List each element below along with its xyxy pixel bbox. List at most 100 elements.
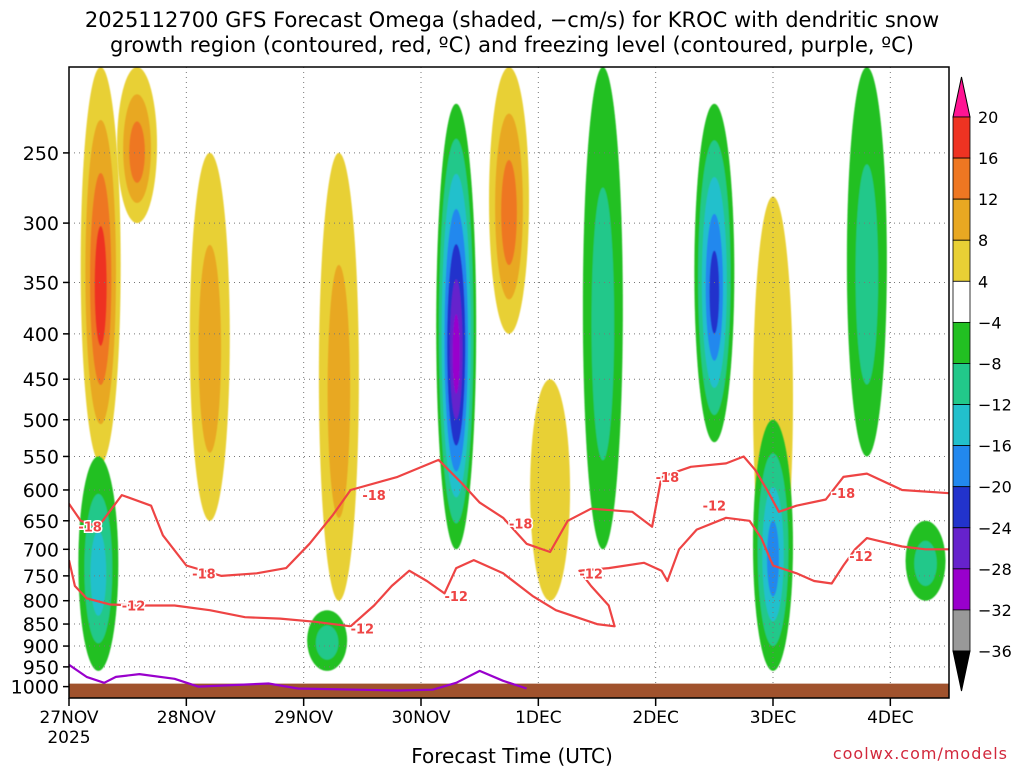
omega-level-4 <box>530 379 571 601</box>
omega-feature <box>753 419 793 671</box>
omega-level-8 <box>327 264 351 518</box>
y-tick-label: 650 <box>23 511 59 533</box>
omega-feature <box>78 456 119 671</box>
colorbar-label: −12 <box>978 396 1012 415</box>
y-tick-label: 600 <box>23 480 59 502</box>
omega-feature <box>530 379 571 601</box>
y-tick-label: 950 <box>23 657 59 679</box>
contours: -18 -18 -12 -12 -18 -12 -18 -12 -18 -12 -18 -12 <box>69 455 949 692</box>
contour-label: -12 <box>351 623 375 638</box>
y-tick-label: 900 <box>23 636 59 658</box>
contour-label: -18 <box>832 487 856 502</box>
contour-label: -12 <box>849 550 873 565</box>
omega-feature <box>489 67 529 334</box>
dgz-contour-minus18 <box>69 455 949 577</box>
colorbar-swatch <box>952 280 971 323</box>
colorbar-label: 4 <box>978 272 988 291</box>
dgz-contour-minus12 <box>69 516 949 628</box>
colorbar-swatch <box>952 363 971 405</box>
omega-feature <box>307 610 348 671</box>
colorbar-swatch <box>952 198 971 241</box>
omega-feature <box>905 520 946 601</box>
x-tick-label: 27NOV <box>39 708 98 728</box>
omega-level-16 <box>766 520 780 597</box>
omega-level-8 <box>315 625 339 660</box>
colorbar-swatch <box>952 239 971 282</box>
x-tick-year-label: 2025 <box>47 728 90 748</box>
y-tick-label: 800 <box>23 591 59 613</box>
credit-link[interactable]: coolwx.com/models <box>832 744 1008 763</box>
omega-level-16 <box>94 226 107 346</box>
x-tick-label: 1DEC <box>515 708 562 728</box>
colorbar-label: −16 <box>978 437 1012 456</box>
x-tick-label: 2DEC <box>632 708 679 728</box>
colorbar-bottom-arrow <box>952 650 971 692</box>
colorbar-label: −32 <box>978 601 1012 620</box>
contour-label: -18 <box>192 567 216 582</box>
y-tick-label: 500 <box>23 410 59 432</box>
x-tick-label: 30NOV <box>391 708 450 728</box>
colorbar-swatch <box>952 527 971 570</box>
omega-feature <box>582 67 623 550</box>
omega-level-12 <box>501 159 517 266</box>
omega-level-12 <box>90 531 107 616</box>
colorbar-swatch <box>952 404 971 447</box>
contour-label: -12 <box>703 500 727 515</box>
plot-area: -18 -18 -12 -12 -18 -12 -18 -12 -18 -12 -18 -12 <box>68 66 950 699</box>
omega-level-8 <box>855 164 879 385</box>
omega-level-12 <box>129 121 145 183</box>
chart-title-line-1: 2025112700 GFS Forecast Omega (shaded, −… <box>84 8 940 32</box>
x-axis-label: Forecast Time (UTC) <box>411 744 613 768</box>
colorbar-swatch <box>952 157 971 200</box>
omega-level-28 <box>452 314 460 394</box>
omega-feature <box>694 103 735 443</box>
omega-level-20 <box>709 250 720 334</box>
omega-feature <box>846 67 887 457</box>
y-tick-label: 1000 <box>11 677 59 699</box>
omega-feature <box>80 67 121 464</box>
x-axis: 27NOV 28NOV 29NOV 30NOV 1DEC 2DEC 3DEC 4DEC 2025 <box>39 698 914 748</box>
colorbar-swatch <box>952 321 971 364</box>
contour-label: -18 <box>78 521 102 536</box>
colorbar-swatch <box>952 486 971 529</box>
y-tick-label: 250 <box>23 143 59 165</box>
y-tick-label: 700 <box>23 539 59 561</box>
contour-label: -18 <box>362 489 386 504</box>
y-tick-label: 300 <box>23 213 59 235</box>
colorbar-swatch <box>952 116 971 159</box>
x-tick-label: 4DEC <box>867 708 914 728</box>
colorbar-swatch <box>952 445 971 488</box>
omega-feature <box>189 152 230 521</box>
y-tick-label: 450 <box>23 369 59 391</box>
x-tick-label: 29NOV <box>274 708 333 728</box>
contour-label: -18 <box>509 518 533 533</box>
contour-label: -12 <box>579 567 603 582</box>
y-tick-label: 550 <box>23 446 59 468</box>
colorbar-label: 16 <box>978 149 998 168</box>
colorbar-label: 12 <box>978 190 998 209</box>
omega-level-8 <box>198 244 222 453</box>
grid-lines <box>68 67 949 698</box>
y-tick-label: 400 <box>23 324 59 346</box>
colorbar-swatch <box>952 568 971 611</box>
colorbar-label: −28 <box>978 560 1012 579</box>
omega-shading <box>78 67 946 671</box>
omega-level-8 <box>914 540 937 586</box>
colorbar-label: −24 <box>978 519 1012 538</box>
colorbar: 20 16 12 8 4 −4 −8 −12 −16 −20 −24 −28 −32 −36 <box>952 76 1012 692</box>
y-axis: 2503003504004505005506006507007508008509… <box>11 143 69 699</box>
omega-level-8 <box>591 187 615 461</box>
x-tick-label: 28NOV <box>157 708 216 728</box>
colorbar-label: 20 <box>978 108 998 127</box>
y-tick-label: 750 <box>23 566 59 588</box>
contour-label: -12 <box>444 590 468 605</box>
contour-label: -18 <box>656 471 680 486</box>
omega-feature <box>436 103 477 550</box>
colorbar-label: 8 <box>978 231 988 250</box>
freezing-level-contour <box>69 663 527 692</box>
colorbar-label: −36 <box>978 642 1012 661</box>
colorbar-label: −8 <box>978 354 1002 373</box>
chart-title-line-2: growth region (contoured, red, ºC) and f… <box>110 33 914 57</box>
x-tick-label: 3DEC <box>750 708 797 728</box>
